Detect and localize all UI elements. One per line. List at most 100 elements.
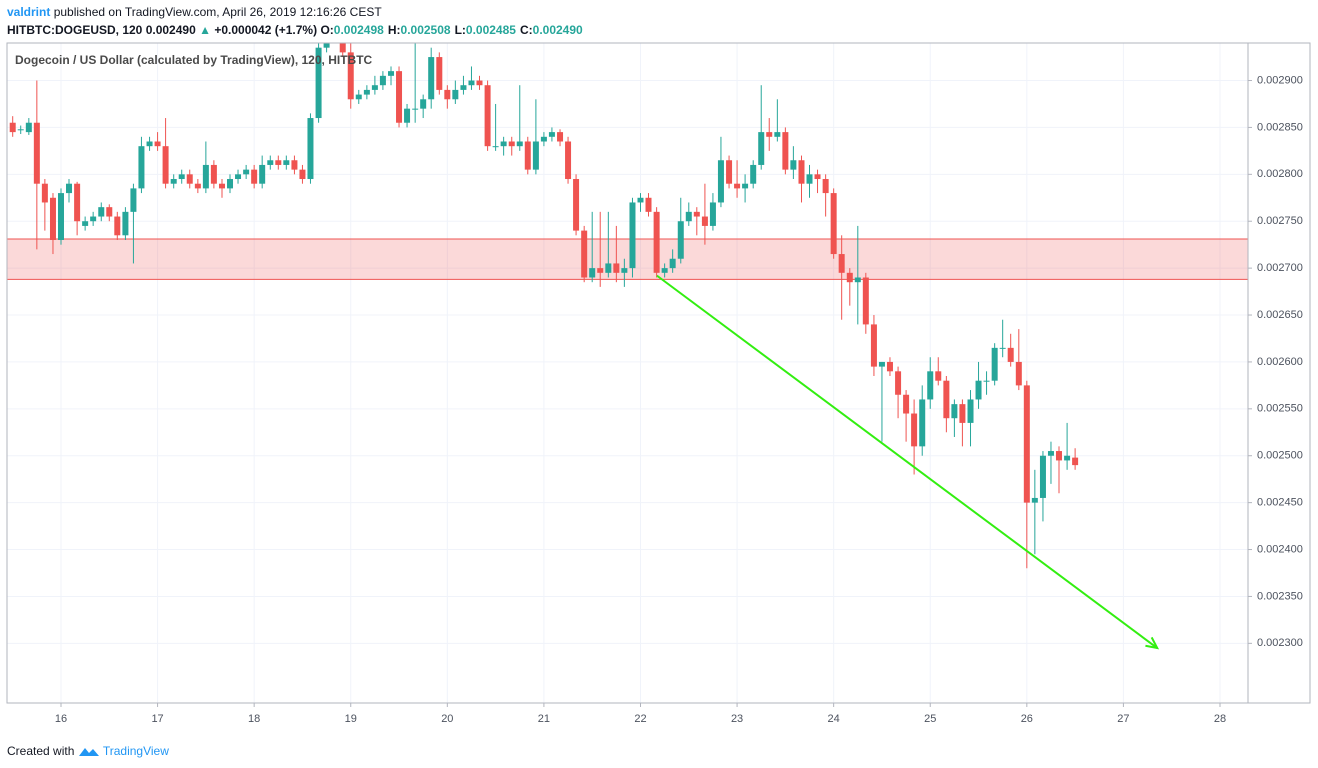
symbol-line: HITBTC:DOGEUSD, 120 0.002490 ▲ +0.000042… <box>7 23 587 37</box>
candle-body <box>122 211 129 236</box>
candle-body <box>629 202 636 269</box>
candle-body <box>959 404 966 423</box>
candle-body <box>798 160 805 184</box>
candle-body <box>991 347 998 381</box>
candle-body <box>460 85 467 90</box>
candle-body <box>428 57 435 100</box>
candle-body <box>935 371 942 381</box>
candle-body <box>202 164 209 189</box>
ohlc-label: O: <box>320 23 334 37</box>
x-tick-label: 16 <box>55 713 67 725</box>
y-tick-label: 0.002900 <box>1257 74 1303 86</box>
candle-body <box>878 361 885 367</box>
candle-body <box>557 132 564 142</box>
candle-body <box>669 258 676 269</box>
candle-body <box>717 160 724 203</box>
x-tick-label: 25 <box>924 713 936 725</box>
candle-body <box>814 174 821 180</box>
x-tick-label: 23 <box>731 713 743 725</box>
candle-body <box>9 122 16 133</box>
y-tick-label: 0.002850 <box>1257 121 1303 133</box>
candle-body <box>339 43 346 53</box>
candle-body <box>154 141 161 147</box>
candle-body <box>259 164 266 184</box>
author[interactable]: valdrint <box>7 5 51 19</box>
candle-body <box>275 160 282 165</box>
candle-body <box>227 179 234 189</box>
footer-brand[interactable]: TradingView <box>102 744 169 758</box>
candle-body <box>90 216 97 222</box>
candle-body <box>114 216 121 236</box>
candle-body <box>742 183 749 189</box>
candle-body <box>709 202 716 226</box>
candle-body <box>645 197 652 212</box>
footer: Created with TradingView <box>7 743 169 758</box>
candle-body <box>540 136 547 142</box>
y-tick-label: 0.002650 <box>1257 309 1303 321</box>
footer-prefix: Created with <box>7 744 75 758</box>
y-tick-label: 0.002400 <box>1257 543 1303 555</box>
candle-body <box>57 193 64 240</box>
candle-body <box>98 207 105 217</box>
zone <box>7 239 1248 280</box>
x-tick-label: 20 <box>441 713 453 725</box>
candle-body <box>243 169 250 175</box>
candle-body <box>943 380 950 419</box>
last-price: 0.002490 <box>145 23 196 37</box>
candle-body <box>468 80 475 86</box>
candle-body <box>621 268 628 273</box>
x-tick-label: 17 <box>151 713 163 725</box>
candle-body <box>701 216 708 226</box>
y-tick-label: 0.002450 <box>1257 497 1303 509</box>
candle-body <box>846 272 853 283</box>
candle-body <box>862 277 869 325</box>
candle-body <box>854 277 861 283</box>
candle-body <box>363 89 370 95</box>
candle-body <box>476 80 483 86</box>
candle-body <box>1064 455 1071 461</box>
candle-body <box>412 108 419 110</box>
candle-body <box>66 183 73 194</box>
candle-body <box>895 371 902 395</box>
candle-body <box>951 404 958 419</box>
candle-body <box>291 160 298 170</box>
candle-body <box>597 268 604 273</box>
y-tick-label: 0.002350 <box>1257 590 1303 602</box>
candle-body <box>379 75 386 86</box>
ohlc-value: 0.002508 <box>400 23 451 37</box>
candle-body <box>613 263 620 273</box>
candle-body <box>500 141 507 147</box>
candle-body <box>1023 385 1030 503</box>
frame <box>6 42 1311 704</box>
candle-body <box>138 146 145 189</box>
candle-body <box>565 141 572 180</box>
candle-body <box>307 118 314 180</box>
candle-body <box>790 160 797 170</box>
x-tick-label: 18 <box>248 713 260 725</box>
logo <box>78 748 99 756</box>
candle-body <box>886 361 893 372</box>
candle-body <box>130 188 137 212</box>
candle-body <box>508 141 515 147</box>
candle-body <box>967 399 974 423</box>
candle-body <box>734 183 741 189</box>
candle-body <box>637 197 644 203</box>
candle-body <box>74 183 81 222</box>
candle-body <box>589 268 596 278</box>
candle-body <box>766 132 773 137</box>
candle-body <box>605 263 612 273</box>
candle-body <box>1007 347 1014 362</box>
candle-body <box>444 89 451 100</box>
candle-body <box>17 129 24 131</box>
publish-line: valdrint published on TradingView.com, A… <box>7 5 382 19</box>
y-tick-label: 0.002300 <box>1257 637 1303 649</box>
candle-body <box>1015 361 1022 386</box>
candle-body <box>299 169 306 180</box>
y-tick-label: 0.002750 <box>1257 215 1303 227</box>
candle-body <box>999 347 1006 349</box>
x-tick-label: 21 <box>538 713 550 725</box>
trend-arrow <box>656 274 1158 649</box>
candle-body <box>25 122 32 133</box>
